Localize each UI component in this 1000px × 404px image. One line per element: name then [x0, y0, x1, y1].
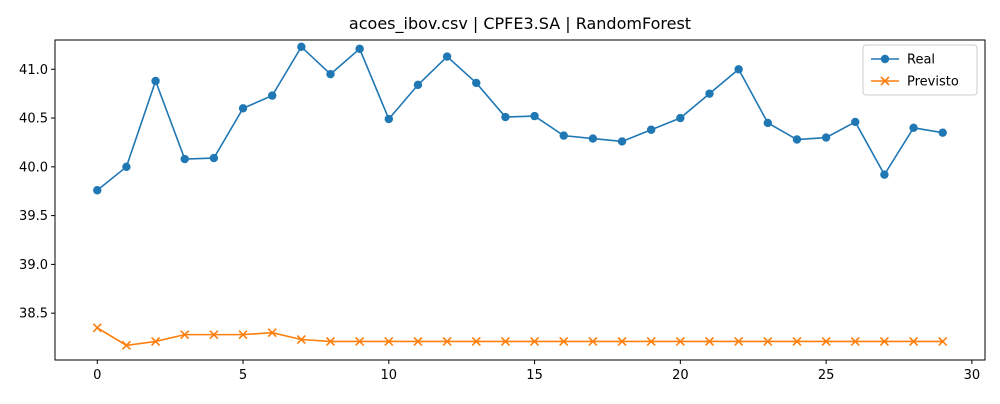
- data-point-previsto: [588, 336, 598, 347]
- y-axis: 38.5 39.0 39.5 40.0 40.5 41.0: [19, 63, 55, 322]
- data-point-real: [821, 133, 831, 142]
- data-point-previsto: [92, 323, 102, 333]
- axes-frame: [54, 39, 986, 361]
- legend-item-previsto: Previsto: [871, 75, 959, 90]
- y-tick-label: 40.5: [19, 112, 48, 127]
- data-point-real: [238, 104, 248, 113]
- data-point-real: [763, 118, 773, 128]
- data-point-previsto: [646, 336, 656, 347]
- legend: Real Previsto: [862, 44, 978, 96]
- x-tick-label: 5: [239, 368, 247, 383]
- x-tick-label: 25: [818, 368, 835, 383]
- data-point-previsto: [325, 336, 336, 347]
- series-line-real: [96, 45, 943, 191]
- data-point-previsto: [238, 330, 248, 340]
- y-tick-label: 40.0: [19, 160, 48, 175]
- data-point-previsto: [850, 336, 860, 347]
- series-real: [93, 42, 947, 195]
- legend-label-real: Real: [907, 53, 935, 68]
- x-axis: 0 5 10 15 20 25 30: [93, 360, 980, 383]
- data-point-real: [355, 44, 364, 53]
- data-point-previsto: [938, 336, 948, 347]
- legend-label-previsto: Previsto: [907, 75, 959, 90]
- x-tick-label: 20: [672, 368, 689, 383]
- y-tick-label: 39.0: [19, 258, 48, 273]
- data-point-real: [676, 113, 685, 123]
- data-point-real: [705, 89, 714, 98]
- data-point-previsto: [763, 336, 773, 347]
- data-point-previsto: [675, 336, 685, 347]
- data-point-previsto: [413, 336, 423, 347]
- data-point-previsto: [442, 336, 452, 347]
- data-point-real: [442, 52, 452, 61]
- legend-item-real: Real: [871, 53, 935, 68]
- data-point-real: [501, 112, 510, 122]
- legend-box: [862, 44, 978, 96]
- data-point-previsto: [151, 336, 161, 347]
- data-point-real: [384, 114, 394, 124]
- data-point-previsto: [180, 330, 190, 340]
- data-point-real: [588, 134, 598, 143]
- data-point-previsto: [909, 336, 919, 347]
- data-point-previsto: [500, 336, 510, 347]
- y-tick-label: 38.5: [19, 307, 48, 322]
- data-point-real: [880, 170, 889, 179]
- data-point-real: [209, 153, 219, 163]
- chart-title: acoes_ibov.csv | CPFE3.SA | RandomForest: [349, 14, 691, 34]
- data-point-real: [180, 154, 189, 164]
- data-point-previsto: [734, 336, 744, 347]
- data-point-real: [151, 76, 160, 86]
- data-point-previsto: [821, 336, 831, 347]
- data-point-previsto: [617, 336, 627, 347]
- series-previsto: [92, 323, 948, 350]
- x-tick-label: 15: [526, 368, 543, 383]
- plot-area: [92, 42, 948, 350]
- data-point-previsto: [530, 336, 540, 347]
- data-point-real: [267, 91, 277, 100]
- x-tick-label: 30: [964, 368, 981, 383]
- data-point-previsto: [384, 336, 394, 347]
- data-point-real: [646, 125, 656, 134]
- data-point-previsto: [209, 330, 219, 340]
- data-point-real: [734, 65, 743, 74]
- data-point-real: [93, 186, 102, 195]
- data-point-real: [413, 80, 423, 90]
- x-tick-label: 10: [381, 368, 398, 383]
- data-point-real: [851, 117, 860, 127]
- data-point-previsto: [704, 336, 715, 347]
- legend-marker-real: [880, 54, 890, 64]
- data-point-real: [938, 128, 947, 137]
- data-point-real: [297, 42, 306, 52]
- data-point-real: [326, 69, 335, 79]
- legend-marker-previsto: [880, 76, 890, 86]
- data-point-previsto: [296, 334, 306, 345]
- data-point-previsto: [121, 340, 131, 350]
- data-point-previsto: [471, 336, 481, 347]
- data-point-previsto: [559, 336, 569, 347]
- data-point-previsto: [355, 336, 365, 347]
- data-point-real: [617, 137, 627, 146]
- data-point-real: [792, 135, 802, 144]
- series-line-previsto: [96, 327, 943, 347]
- data-point-previsto: [879, 336, 889, 347]
- data-point-real: [559, 131, 568, 140]
- data-point-real: [909, 123, 918, 133]
- y-tick-label: 39.5: [19, 209, 48, 224]
- x-tick-label: 0: [93, 368, 101, 383]
- data-point-real: [530, 111, 539, 121]
- data-point-previsto: [267, 328, 277, 338]
- data-point-previsto: [792, 336, 802, 347]
- data-point-real: [122, 162, 131, 172]
- data-point-real: [472, 78, 481, 88]
- y-tick-label: 41.0: [19, 63, 48, 78]
